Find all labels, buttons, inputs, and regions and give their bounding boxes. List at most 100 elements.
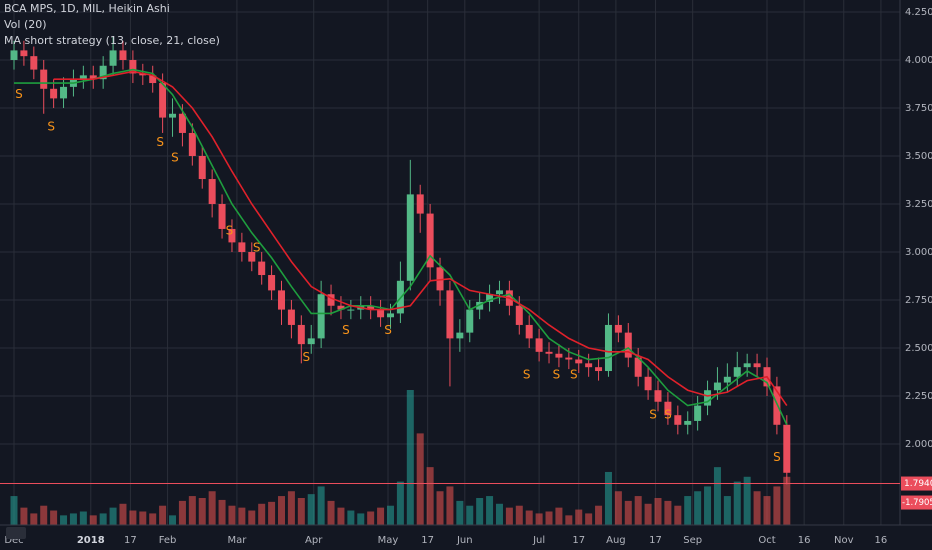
candle-body bbox=[575, 359, 583, 364]
x-tick-label: Nov bbox=[834, 535, 854, 546]
signal-label: S bbox=[649, 408, 657, 422]
volume-bar bbox=[109, 507, 117, 525]
candle-body bbox=[456, 332, 464, 339]
volume-bar bbox=[733, 481, 741, 525]
candle-body bbox=[258, 261, 266, 276]
x-tick-label: 17 bbox=[124, 535, 137, 546]
x-tick-label: Mar bbox=[227, 535, 247, 546]
ma-lines bbox=[13, 68, 788, 426]
volume-bar bbox=[99, 513, 107, 525]
candle-body bbox=[20, 50, 28, 57]
x-tick-label: Dec bbox=[4, 535, 23, 546]
candle-body bbox=[198, 155, 206, 180]
candle-body bbox=[416, 194, 424, 214]
candle-body bbox=[40, 69, 48, 89]
candle-body bbox=[188, 132, 196, 156]
volume-bar bbox=[297, 498, 305, 525]
candle-body bbox=[624, 332, 632, 358]
volume-bar bbox=[684, 496, 692, 525]
y-tick-label: 3.5000 bbox=[905, 151, 932, 162]
volume-bar bbox=[139, 511, 147, 525]
volume-bar bbox=[188, 496, 196, 525]
candle-body bbox=[525, 324, 533, 339]
candle-body bbox=[178, 113, 186, 133]
volume-pane bbox=[10, 390, 791, 525]
volume-bar bbox=[10, 496, 18, 525]
price-tag bbox=[901, 495, 932, 510]
volume-bar bbox=[218, 499, 226, 525]
candle-body bbox=[515, 305, 523, 325]
volume-bar bbox=[69, 513, 77, 525]
x-tick-label: 17 bbox=[421, 535, 434, 546]
x-tick-label: Jun bbox=[456, 535, 473, 546]
candle-body bbox=[535, 338, 543, 352]
candle-body bbox=[773, 386, 781, 425]
volume-bar bbox=[248, 510, 256, 525]
volume-bar bbox=[555, 507, 563, 525]
candle-body bbox=[129, 59, 137, 74]
volume-bar bbox=[357, 513, 365, 525]
candle-body bbox=[377, 309, 385, 318]
volume-bar bbox=[476, 498, 484, 525]
signal-label: S bbox=[664, 408, 672, 422]
ma-line bbox=[53, 70, 788, 407]
volume-bar bbox=[664, 500, 672, 525]
y-tick-label: 3.0000 bbox=[905, 247, 932, 258]
volume-bar bbox=[763, 496, 771, 525]
candle-body bbox=[545, 351, 553, 354]
chart-title: BCA MPS, 1D, MIL, Heikin Ashi bbox=[4, 2, 170, 15]
candle-body bbox=[50, 88, 58, 99]
candle-body bbox=[169, 113, 177, 118]
logo-box bbox=[6, 527, 26, 539]
volume-bar bbox=[406, 390, 414, 525]
candle-body bbox=[228, 228, 236, 243]
volume-bar bbox=[614, 491, 622, 525]
volume-bar bbox=[178, 500, 186, 525]
candle-body bbox=[367, 305, 375, 310]
candle-body bbox=[565, 357, 573, 360]
signal-label: S bbox=[226, 223, 234, 237]
volume-bar bbox=[773, 486, 781, 525]
y-tick-label: 2.0000 bbox=[905, 439, 932, 450]
candle-body bbox=[436, 267, 444, 291]
candle-body bbox=[664, 401, 672, 416]
signal-label: S bbox=[570, 367, 578, 381]
candle-body bbox=[139, 73, 147, 76]
candle-body bbox=[495, 290, 503, 295]
volume-bar bbox=[515, 505, 523, 525]
x-tick-label: 17 bbox=[572, 535, 585, 546]
volume-bar bbox=[525, 510, 533, 525]
volume-bar bbox=[228, 505, 236, 525]
candle-body bbox=[149, 75, 157, 84]
candle-body bbox=[446, 290, 454, 339]
y-tick-label: 2.7500 bbox=[905, 295, 932, 306]
candle-body bbox=[109, 50, 117, 66]
volume-bar bbox=[129, 510, 137, 525]
candles bbox=[10, 36, 791, 485]
volume-bar bbox=[30, 513, 38, 525]
y-tick-label: 2.5000 bbox=[905, 343, 932, 354]
candle-body bbox=[634, 357, 642, 377]
x-tick-label: 17 bbox=[649, 535, 662, 546]
volume-bar bbox=[634, 496, 642, 525]
volume-bar bbox=[723, 496, 731, 525]
signal-label: S bbox=[171, 150, 179, 164]
candle-body bbox=[466, 309, 474, 333]
candle-body bbox=[585, 363, 593, 368]
signal-label: S bbox=[253, 241, 261, 255]
candle-body bbox=[317, 294, 325, 339]
candle-body bbox=[684, 420, 692, 425]
candle-body bbox=[743, 363, 751, 368]
x-tick-label: May bbox=[378, 535, 399, 546]
volume-bar bbox=[169, 515, 177, 525]
candle-body bbox=[208, 179, 216, 204]
volume-bar bbox=[317, 486, 325, 525]
volume-bar bbox=[337, 507, 345, 525]
signal-label: S bbox=[156, 135, 164, 149]
signal-label: S bbox=[384, 323, 392, 337]
candle-body bbox=[644, 376, 652, 391]
volume-bar bbox=[436, 491, 444, 525]
volume-bar bbox=[287, 491, 295, 525]
candle-body bbox=[386, 313, 394, 318]
